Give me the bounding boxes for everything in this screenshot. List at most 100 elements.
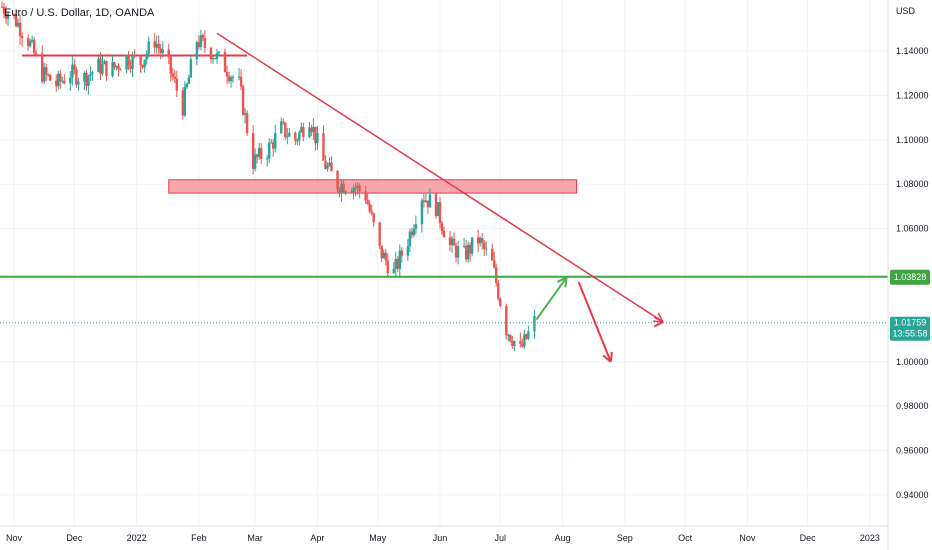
candle-body xyxy=(181,90,185,116)
candle xyxy=(527,325,530,341)
candle-body xyxy=(99,58,102,74)
candle xyxy=(452,232,456,246)
candle-body xyxy=(47,74,50,76)
candle xyxy=(507,333,510,342)
candle xyxy=(75,66,78,88)
candle xyxy=(316,125,319,150)
candle-body xyxy=(217,51,221,53)
candle-body xyxy=(197,42,201,47)
candle-body xyxy=(324,160,327,169)
candle-body xyxy=(342,183,345,193)
candle xyxy=(396,256,399,273)
x-tick-label: Apr xyxy=(310,533,324,543)
candle-body xyxy=(370,211,373,214)
candle-body xyxy=(213,58,217,60)
candle-body xyxy=(59,73,62,82)
candle xyxy=(155,35,158,54)
candle-body xyxy=(145,53,148,60)
candle-body xyxy=(87,75,90,86)
candle xyxy=(117,63,120,77)
candle xyxy=(183,81,187,117)
candle xyxy=(356,182,359,195)
candle-body xyxy=(350,191,353,193)
candle xyxy=(26,34,30,52)
candle-body xyxy=(509,334,512,342)
candle xyxy=(61,76,64,84)
candle xyxy=(468,242,472,262)
candle-body xyxy=(392,268,395,274)
candle xyxy=(414,215,418,235)
candle-body xyxy=(73,64,76,70)
candle-body xyxy=(141,64,144,68)
candle xyxy=(380,245,383,263)
trendline-arrowhead xyxy=(657,312,664,323)
candle xyxy=(476,230,480,253)
candle xyxy=(83,70,86,90)
price-axis[interactable]: 1.14000 1.12000 1.10000 1.08000 1.06000 1.000… xyxy=(896,46,929,500)
candle-body xyxy=(231,76,235,78)
candle-body xyxy=(97,58,100,72)
candle xyxy=(322,124,325,161)
candle xyxy=(525,333,528,340)
candle-body xyxy=(167,49,170,57)
candle-body xyxy=(89,73,92,76)
candle-body xyxy=(466,244,470,260)
grid xyxy=(0,0,888,526)
candle-body xyxy=(185,83,189,88)
candle xyxy=(509,334,512,343)
candle xyxy=(398,244,402,277)
candle-body xyxy=(368,204,371,212)
candle xyxy=(495,263,498,287)
candle-body xyxy=(105,60,108,77)
candle-body xyxy=(117,65,120,70)
candle-body xyxy=(438,202,442,224)
candle-body xyxy=(113,62,116,68)
candle xyxy=(6,11,10,26)
candle-body xyxy=(328,162,331,166)
y-tick-label: 1.10000 xyxy=(896,135,929,145)
candle xyxy=(466,241,470,263)
candle xyxy=(282,118,285,125)
candle xyxy=(215,48,219,64)
candle-body xyxy=(169,56,172,74)
candle xyxy=(470,237,474,257)
candle-body xyxy=(428,194,432,208)
x-tick-label: 2022 xyxy=(127,533,147,543)
candle xyxy=(115,65,118,71)
candle-body xyxy=(83,72,86,82)
candle-body xyxy=(442,231,446,238)
candle-body xyxy=(296,140,299,142)
candle xyxy=(14,8,18,28)
candle-body xyxy=(153,41,156,48)
candle xyxy=(428,188,432,208)
candle xyxy=(326,162,329,172)
candle xyxy=(324,155,327,170)
y-tick-label: 1.06000 xyxy=(896,224,929,234)
candle xyxy=(127,50,130,70)
candle xyxy=(426,200,430,215)
candle-body xyxy=(298,132,301,141)
candle-body xyxy=(131,54,134,69)
candle-body xyxy=(412,228,416,236)
candle-body xyxy=(237,76,241,78)
bar-countdown: 13:55:58 xyxy=(892,329,927,339)
projection-up-arrow-head xyxy=(557,276,567,283)
candle-body xyxy=(125,55,128,70)
candle xyxy=(195,40,199,66)
current-price-badge: 1.01759 13:55:58 xyxy=(890,316,930,341)
candle-body xyxy=(257,148,261,158)
candle-body xyxy=(32,39,36,54)
candle-body xyxy=(308,127,311,138)
candle-body xyxy=(456,246,460,258)
candle xyxy=(482,239,486,257)
candle-body xyxy=(139,55,142,65)
candle xyxy=(0,1,4,8)
time-axis[interactable]: Nov Dec 2022 Feb Mar Apr May Jun Jul Aug Sep Oct Nov… xyxy=(6,533,880,543)
candle xyxy=(286,127,289,145)
candle-body xyxy=(380,245,383,259)
candle-body xyxy=(372,213,375,223)
candle xyxy=(366,192,369,205)
candle xyxy=(513,340,516,352)
candle-body xyxy=(312,126,315,133)
